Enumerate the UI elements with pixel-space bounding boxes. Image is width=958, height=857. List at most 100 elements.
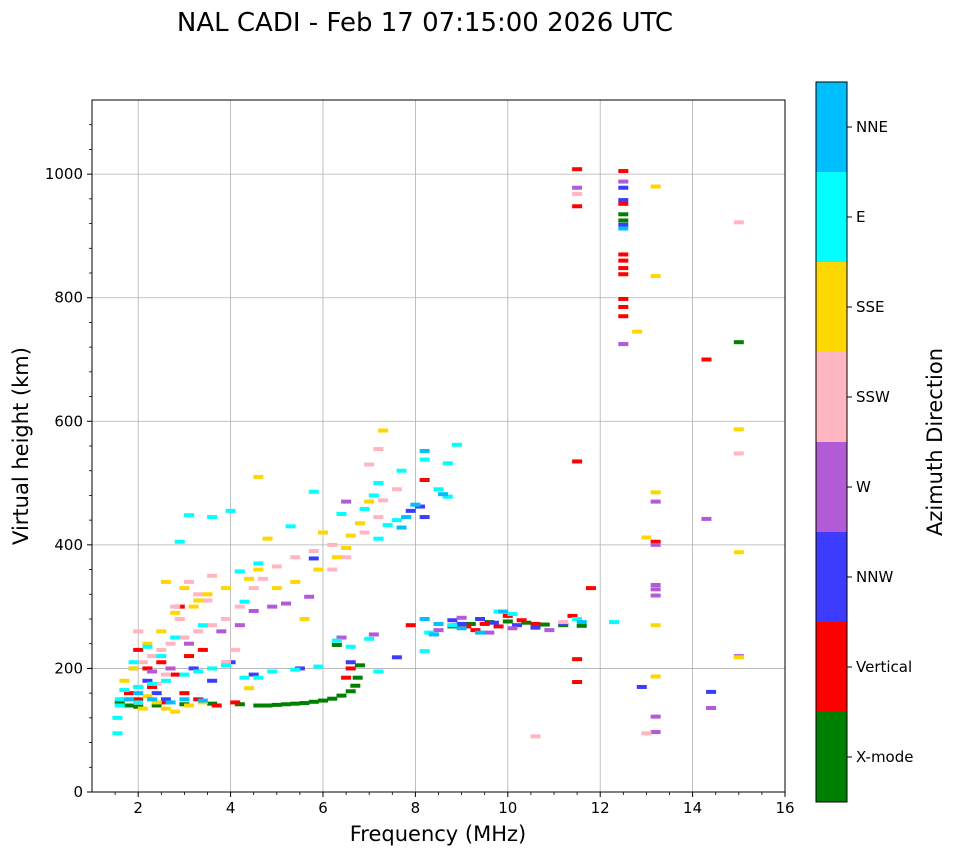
colorbar-tick-label: NNE bbox=[856, 118, 888, 136]
data-point bbox=[572, 167, 583, 172]
y-tick-label: 800 bbox=[54, 289, 83, 307]
data-point bbox=[650, 583, 661, 588]
data-point bbox=[197, 647, 208, 652]
data-point bbox=[207, 573, 218, 578]
axis-ticks: 2 4 6 8 10 12 14 16 0 200 400 600 800 1000 bbox=[45, 124, 795, 817]
data-point bbox=[188, 604, 199, 609]
data-point bbox=[419, 457, 430, 462]
colorbar-tick-label: SSW bbox=[856, 388, 890, 406]
data-point bbox=[244, 686, 255, 691]
data-point bbox=[290, 555, 301, 560]
data-point bbox=[248, 608, 259, 613]
colorbar-tick-label: E bbox=[856, 208, 865, 226]
y-tick-label: 600 bbox=[54, 412, 83, 430]
data-point bbox=[368, 493, 379, 498]
data-point bbox=[650, 539, 661, 544]
data-point bbox=[230, 700, 241, 705]
data-point bbox=[151, 691, 162, 696]
data-point bbox=[572, 680, 583, 685]
data-point bbox=[618, 198, 629, 203]
data-point bbox=[290, 579, 301, 584]
data-point bbox=[530, 625, 541, 630]
data-point bbox=[618, 266, 629, 271]
data-point bbox=[650, 542, 661, 547]
data-point bbox=[359, 507, 370, 512]
data-point bbox=[193, 629, 204, 634]
data-point bbox=[572, 191, 583, 196]
data-point bbox=[193, 592, 204, 597]
colorbar-tick-label: X-mode bbox=[856, 748, 913, 766]
data-point bbox=[396, 525, 407, 530]
data-point bbox=[373, 536, 384, 541]
data-point bbox=[484, 630, 495, 635]
data-point bbox=[230, 647, 241, 652]
data-point bbox=[147, 681, 158, 686]
y-tick-label: 0 bbox=[73, 783, 83, 801]
colorbar: X-mode Vertical NNW W SSW SSE E NNE bbox=[816, 82, 913, 802]
data-point bbox=[456, 615, 467, 620]
data-point bbox=[345, 644, 356, 649]
data-point bbox=[378, 428, 389, 433]
data-point bbox=[345, 689, 356, 694]
y-tick-label: 200 bbox=[54, 659, 83, 677]
data-point bbox=[123, 697, 134, 702]
data-point bbox=[618, 212, 629, 217]
data-point bbox=[308, 556, 319, 561]
data-point bbox=[184, 703, 195, 708]
data-point bbox=[170, 604, 181, 609]
data-point bbox=[313, 567, 324, 572]
data-point bbox=[225, 508, 236, 513]
data-point bbox=[234, 569, 245, 574]
data-point bbox=[308, 549, 319, 554]
data-point bbox=[341, 499, 352, 504]
data-point bbox=[572, 204, 583, 209]
data-point bbox=[128, 660, 139, 665]
data-point bbox=[359, 530, 370, 535]
data-point bbox=[544, 628, 555, 633]
data-point bbox=[133, 691, 144, 696]
data-point bbox=[350, 683, 361, 688]
colorbar-tick-label: Vertical bbox=[856, 658, 912, 676]
data-point bbox=[567, 613, 578, 618]
colorbar-swatch bbox=[816, 442, 847, 532]
data-point bbox=[618, 272, 629, 277]
data-point bbox=[341, 555, 352, 560]
data-point bbox=[160, 706, 171, 711]
data-point bbox=[207, 678, 218, 683]
data-point bbox=[447, 623, 458, 628]
plot-frame bbox=[91, 99, 786, 793]
data-point bbox=[142, 694, 153, 699]
data-point bbox=[239, 675, 250, 680]
data-point bbox=[133, 647, 144, 652]
colorbar-swatch bbox=[816, 622, 847, 712]
data-point bbox=[345, 666, 356, 671]
data-point bbox=[456, 621, 467, 626]
data-point bbox=[618, 169, 629, 174]
data-point bbox=[318, 530, 328, 535]
data-point bbox=[636, 684, 647, 689]
data-point bbox=[382, 523, 393, 528]
data-point bbox=[271, 564, 282, 569]
data-point bbox=[133, 700, 144, 705]
data-point bbox=[327, 696, 338, 701]
data-point bbox=[253, 561, 264, 566]
colorbar-tick-label: NNW bbox=[856, 568, 893, 586]
x-tick-label: 12 bbox=[591, 799, 610, 817]
data-point bbox=[133, 697, 144, 702]
data-point bbox=[618, 222, 629, 227]
data-point bbox=[184, 654, 195, 659]
data-point bbox=[147, 684, 158, 689]
data-point bbox=[618, 179, 629, 184]
data-point bbox=[253, 567, 264, 572]
data-point bbox=[419, 515, 430, 520]
data-point bbox=[488, 620, 499, 625]
data-point bbox=[364, 462, 375, 467]
data-point bbox=[160, 579, 171, 584]
data-point bbox=[147, 669, 158, 674]
data-point bbox=[650, 499, 661, 504]
data-point bbox=[650, 587, 661, 592]
data-point bbox=[244, 576, 255, 581]
x-tick-label: 4 bbox=[226, 799, 236, 817]
data-point bbox=[234, 623, 245, 628]
